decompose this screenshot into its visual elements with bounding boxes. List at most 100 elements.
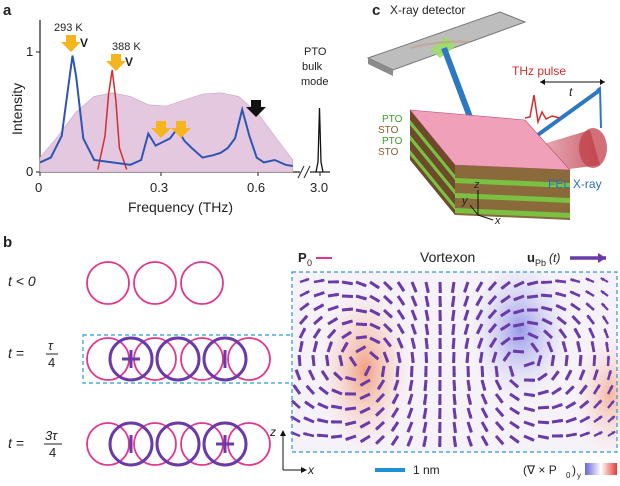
displacement-arrowhead	[349, 307, 353, 312]
displacement-arrowhead	[437, 429, 442, 433]
displacement-arrowhead	[600, 277, 605, 282]
displacement-arrowhead	[530, 422, 535, 427]
displacement-arrowhead	[306, 385, 311, 390]
scale-bar-label: 1 nm	[413, 463, 440, 477]
legend-upb: u	[527, 250, 535, 265]
annot-pto: PTO	[304, 46, 327, 58]
displacement-arrowhead	[570, 291, 574, 295]
displacement-arrowhead	[438, 331, 443, 335]
displacement-arrowhead	[542, 318, 546, 323]
displacement-arrowhead	[345, 436, 350, 441]
displacement-arrowhead	[484, 427, 488, 432]
svg-text:t < 0: t < 0	[8, 273, 36, 289]
vortexon-title: Vortexon	[420, 249, 475, 265]
displacement-arrowhead	[392, 400, 397, 404]
displacement-arrowhead	[331, 420, 335, 424]
displacement-arrowhead	[611, 416, 615, 420]
displacement-arrowhead	[606, 355, 611, 360]
displacement-arrowhead	[573, 432, 577, 437]
displacement-arrowhead	[350, 356, 354, 361]
displacement-arrowhead	[527, 320, 531, 325]
displacement-arrowhead	[463, 316, 468, 321]
displacement-arrowhead	[530, 361, 535, 366]
displacement-arrowhead	[453, 429, 457, 433]
displacement-arrowhead	[361, 346, 366, 350]
displacement-arrowhead	[360, 438, 365, 442]
displacement-arrowhead	[349, 281, 353, 286]
displacement-arrowhead	[570, 303, 575, 308]
frac-tau4-den: 4	[48, 355, 55, 370]
displacement-arrowhead	[400, 301, 405, 306]
chart-a: 1 0 0 0.3 0.6 3.0 Intensity Frequency (T…	[9, 20, 330, 215]
frac-tau4-num: τ	[48, 338, 54, 353]
displacement-arrowhead	[345, 422, 349, 426]
displacement-arrowhead	[314, 341, 318, 345]
displacement-arrowhead	[602, 315, 607, 320]
displacement-arrowhead	[438, 317, 443, 321]
displacement-arrowhead	[425, 345, 429, 349]
experiment-schematic: X-ray detector THz pulse t PTO STO PTO S…	[366, 3, 607, 227]
layer-label-pto-1: PTO	[382, 114, 403, 125]
displacement-arrowhead	[596, 384, 600, 389]
displacement-arrowhead	[586, 416, 590, 420]
displacement-arrowhead	[543, 373, 547, 378]
displacement-arrowhead	[528, 333, 532, 337]
polar-vortex-circle	[86, 261, 130, 305]
displacement-arrowhead	[545, 435, 549, 440]
displacement-arrowhead	[555, 279, 559, 283]
frac-3tau4-den: 4	[49, 445, 56, 460]
displacement-arrowhead	[360, 424, 365, 428]
displacement-arrowhead	[317, 433, 321, 438]
displacement-arrowhead	[513, 349, 517, 354]
x-tick-label-0: 0	[35, 180, 42, 195]
annot-v-2: V	[125, 55, 133, 69]
displacement-arrowhead	[556, 304, 560, 309]
displacement-arrowhead	[597, 400, 602, 404]
displacement-arrowhead	[513, 323, 517, 328]
displacement-arrowhead	[451, 289, 455, 293]
displacement-arrowhead	[423, 387, 428, 391]
displacement-arrowhead	[451, 317, 455, 321]
displacement-arrowhead	[320, 291, 325, 296]
displacement-arrowhead	[437, 401, 442, 405]
delay-t-label: t	[569, 85, 573, 99]
thz-pulse-label: THz pulse	[512, 64, 566, 78]
displacement-arrowhead	[598, 431, 603, 435]
displacement-arrowhead	[482, 387, 486, 391]
displacement-arrowhead	[407, 414, 412, 419]
displacement-arrowhead	[559, 434, 563, 438]
displacement-arrowhead	[570, 278, 574, 283]
x-axis-label: Frequency (THz)	[128, 199, 233, 215]
displacement-arrowhead	[376, 325, 380, 330]
curl-label: (∇ × P	[523, 463, 557, 477]
displacement-arrowhead	[291, 400, 296, 405]
time-label-tau4: t = τ 4	[8, 338, 58, 370]
displacement-arrowhead	[501, 285, 505, 289]
displacement-arrowhead	[364, 372, 369, 376]
displacement-arrowhead	[376, 398, 381, 402]
displacement-arrowhead	[393, 386, 398, 391]
displacement-arrowhead	[488, 286, 493, 291]
layer-label-pto-2: PTO	[382, 136, 403, 147]
displacement-arrowhead	[376, 440, 380, 444]
displacement-arrowhead	[305, 278, 310, 282]
displacement-arrowhead	[374, 355, 379, 360]
displacement-arrowhead	[363, 309, 367, 314]
fel-xray-label: FEL X-ray	[548, 177, 602, 191]
field-frame	[291, 271, 618, 453]
displacement-arrowhead	[555, 292, 559, 296]
displacement-arrowhead	[400, 315, 404, 320]
displacement-arrowhead	[376, 412, 380, 416]
displacement-arrowhead	[515, 439, 519, 443]
displacement-arrowhead	[380, 373, 385, 377]
displacement-arrowhead	[538, 355, 542, 359]
displacement-arrowhead	[545, 420, 549, 425]
displacement-arrowhead	[571, 402, 576, 406]
displacement-arrowhead	[531, 408, 535, 412]
displacement-arrowhead	[499, 399, 503, 403]
displacement-arrowhead	[488, 314, 493, 319]
axis-arrowhead-icon	[301, 467, 307, 473]
displacement-arrowhead	[452, 387, 457, 391]
displacement-arrowhead	[425, 317, 430, 321]
displacement-arrowhead	[425, 289, 430, 293]
